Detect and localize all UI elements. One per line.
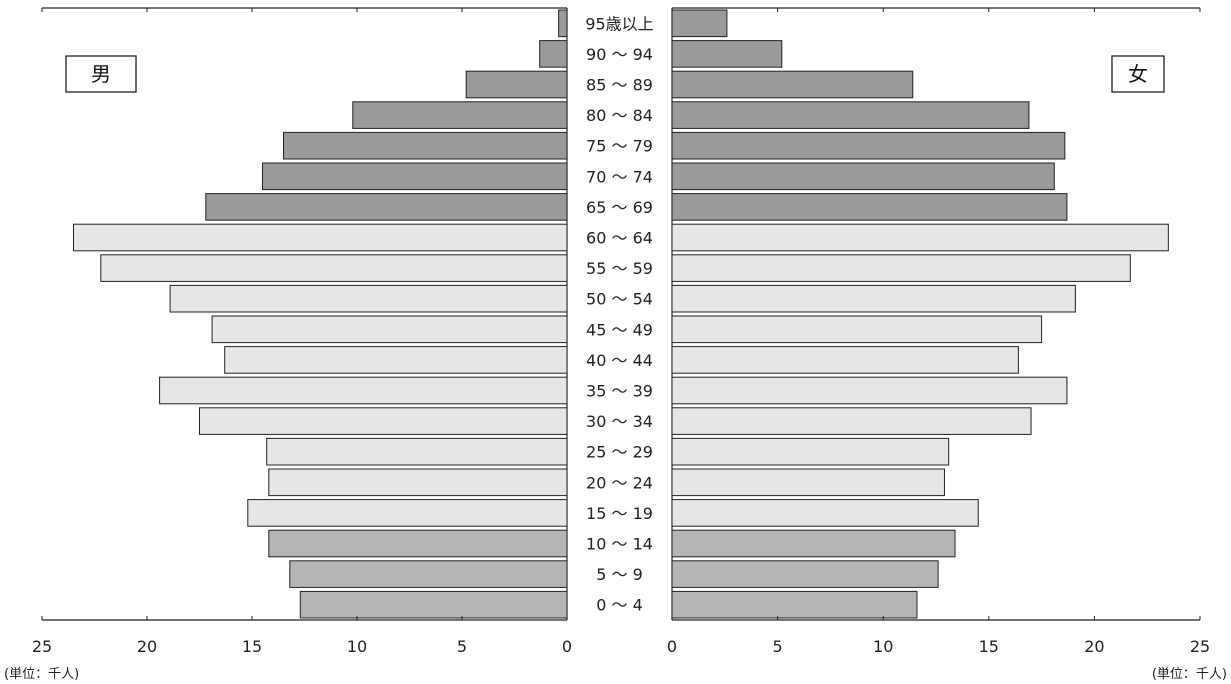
age-group-label: 65 〜 69 — [586, 198, 653, 217]
x-tick-label-right: 20 — [1084, 637, 1104, 656]
male-bar — [100, 254, 568, 282]
male-bar — [199, 407, 568, 435]
unit-label-right: (単位：千人) — [1152, 666, 1227, 682]
female-bar — [671, 193, 1068, 221]
female-bar — [671, 468, 945, 497]
female-bar — [671, 284, 1076, 313]
female-bar — [671, 499, 979, 527]
age-group-label: 5 〜 9 — [596, 565, 643, 584]
male-bar — [224, 346, 568, 374]
male-bar — [169, 284, 568, 313]
x-tick-label-right: 25 — [1190, 637, 1210, 656]
female-bars — [671, 9, 1169, 619]
x-tick-label-left: 0 — [562, 637, 572, 656]
male-bar — [465, 70, 568, 99]
female-bar — [671, 40, 783, 68]
age-group-label: 0 〜 4 — [596, 596, 643, 615]
male-bar — [352, 101, 568, 129]
female-bar — [671, 346, 1019, 374]
chart-axes — [42, 7, 1200, 621]
male-bar — [558, 9, 568, 38]
unit-label-left: (単位：千人) — [4, 666, 79, 682]
male-bar — [268, 468, 568, 497]
age-group-label: 25 〜 29 — [586, 443, 653, 462]
x-tick-label-left: 5 — [457, 637, 467, 656]
age-group-label: 55 〜 59 — [586, 259, 653, 278]
x-tick-label-left: 15 — [242, 637, 262, 656]
female-label: 女 — [1128, 62, 1148, 86]
female-bar — [671, 223, 1169, 252]
age-group-label: 90 〜 94 — [586, 45, 653, 64]
female-bar — [671, 529, 956, 558]
male-bar — [247, 499, 568, 527]
female-bar — [671, 70, 914, 99]
female-bar — [671, 376, 1068, 405]
male-bar — [262, 162, 568, 191]
x-tick-label-right: 5 — [773, 637, 783, 656]
female-bar — [671, 9, 728, 38]
age-group-label: 60 〜 64 — [586, 229, 653, 248]
female-bar — [671, 101, 1030, 129]
female-bar — [671, 437, 950, 466]
age-group-label: 10 〜 14 — [586, 535, 653, 554]
age-group-label: 85 〜 89 — [586, 76, 653, 95]
female-bar — [671, 590, 918, 619]
male-bar — [289, 560, 568, 588]
female-bar — [671, 407, 1032, 435]
female-bar — [671, 315, 1043, 344]
x-tick-labels: 25 25 20 20 15 15 10 10 5 5 0 0 — [32, 8, 1210, 656]
male-legend-box: 男 — [65, 55, 137, 93]
male-label: 男 — [91, 62, 111, 86]
age-group-label: 75 〜 79 — [586, 137, 653, 156]
male-bar — [283, 131, 568, 160]
age-group-label: 30 〜 34 — [586, 412, 653, 431]
age-group-label: 80 〜 84 — [586, 106, 653, 125]
age-group-label: 20 〜 24 — [586, 473, 653, 492]
age-group-label: 50 〜 54 — [586, 290, 653, 309]
x-tick-label-left: 25 — [32, 637, 52, 656]
x-tick-label-right: 15 — [979, 637, 999, 656]
x-tick-label-right: 0 — [667, 637, 677, 656]
x-tick-label-right: 10 — [873, 637, 893, 656]
age-group-label: 45 〜 49 — [586, 320, 653, 339]
age-group-labels: 95歳以上 90 〜 94 85 〜 89 80 〜 84 75 〜 79 70 〜 74… — [585, 14, 653, 614]
male-bar — [159, 376, 568, 405]
age-group-label: 95歳以上 — [585, 14, 653, 33]
female-bar — [671, 131, 1066, 160]
x-tick-label-left: 10 — [347, 637, 367, 656]
male-bar — [268, 529, 568, 558]
age-group-label: 70 〜 74 — [586, 167, 653, 186]
age-group-label: 35 〜 39 — [586, 382, 653, 401]
age-group-label: 40 〜 44 — [586, 351, 653, 370]
male-bar — [539, 40, 568, 68]
male-bars — [73, 9, 568, 619]
male-bar — [266, 437, 568, 466]
female-bar — [671, 560, 939, 588]
age-group-label: 15 〜 19 — [586, 504, 653, 523]
female-bar — [671, 162, 1055, 191]
female-legend-box: 女 — [1111, 55, 1165, 93]
x-tick-label-left: 20 — [137, 637, 157, 656]
male-bar — [211, 315, 568, 344]
male-bar — [73, 223, 568, 252]
male-bar — [205, 193, 568, 221]
female-bar — [671, 254, 1131, 282]
male-bar — [299, 590, 568, 619]
